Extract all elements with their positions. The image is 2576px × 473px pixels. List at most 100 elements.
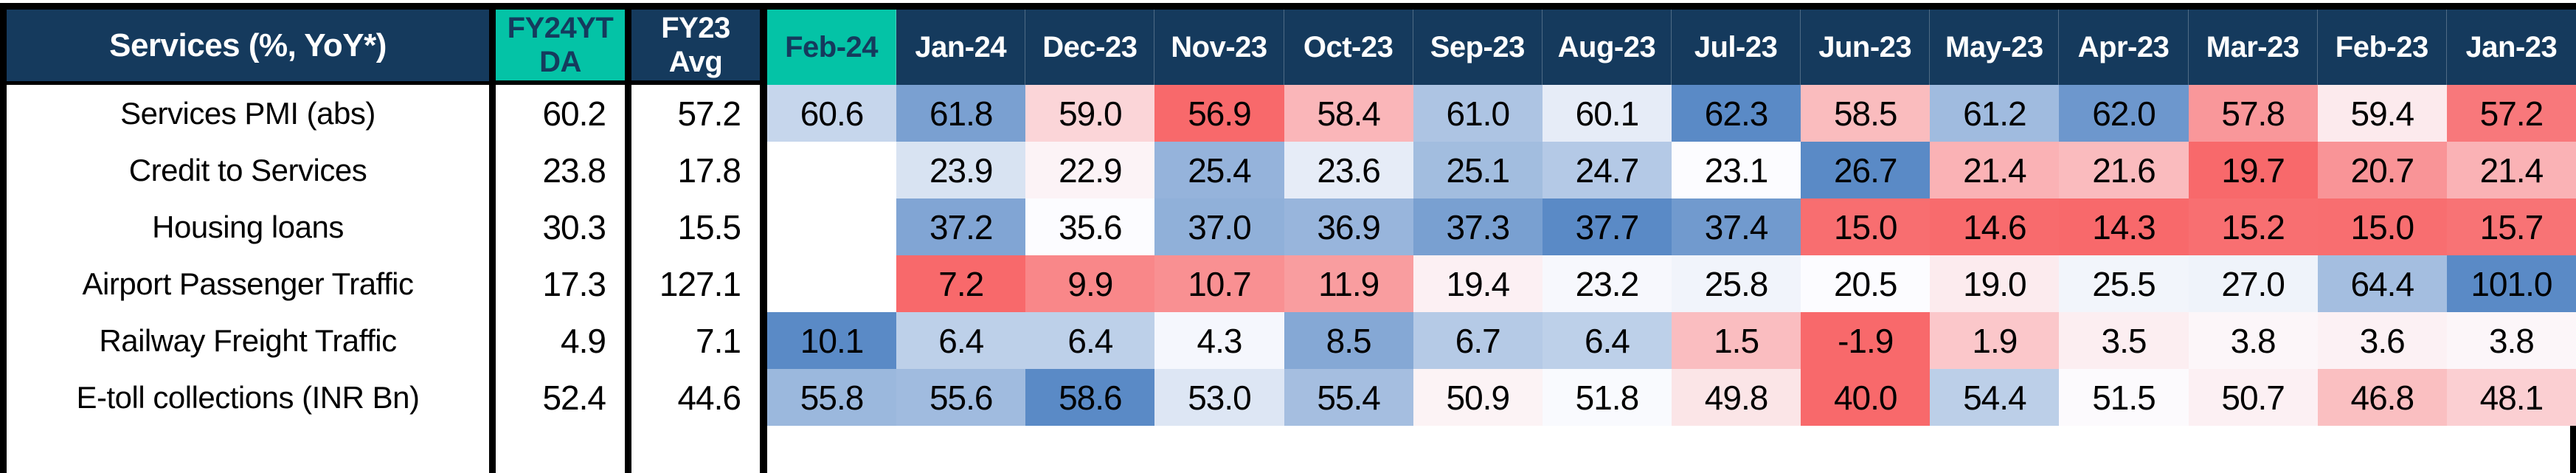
stat-cell-fy23avg: 127.1 xyxy=(631,255,767,312)
border-continuation xyxy=(0,426,496,473)
month-cell: 37.3 xyxy=(1413,198,1543,255)
month-cell: 60.6 xyxy=(767,85,897,142)
col-header-mar-23: Mar-23 xyxy=(2188,10,2318,85)
col-header-sep-23: Sep-23 xyxy=(1413,10,1543,85)
row-label: Services PMI (abs) xyxy=(0,85,496,142)
stat-cell-fy23avg: 57.2 xyxy=(631,85,767,142)
table-grid: Services (%, YoY*) FY24YT DA FY23 Avg Feb-24 J… xyxy=(0,10,2576,473)
month-cell: 24.7 xyxy=(1542,142,1672,198)
month-cell: 49.8 xyxy=(1671,369,1801,426)
month-cell: 35.6 xyxy=(1025,198,1155,255)
col-header-jun-23: Jun-23 xyxy=(1801,10,1931,85)
col-header-jan-24: Jan-24 xyxy=(896,10,1026,85)
month-cell: 3.5 xyxy=(2059,312,2189,369)
month-cell: 10.7 xyxy=(1154,255,1284,312)
border-continuation xyxy=(631,426,767,473)
border-continuation xyxy=(1930,426,2060,473)
month-cell: 51.5 xyxy=(2059,369,2189,426)
month-cell: 62.0 xyxy=(2059,85,2189,142)
border-continuation xyxy=(2188,426,2318,473)
month-cell: 50.7 xyxy=(2188,369,2318,426)
header-line: FY23 xyxy=(661,12,730,44)
month-cell: 6.4 xyxy=(896,312,1026,369)
month-cell: 23.9 xyxy=(896,142,1026,198)
month-cell: 25.1 xyxy=(1413,142,1543,198)
border-continuation xyxy=(1542,426,1672,473)
month-cell: 50.9 xyxy=(1413,369,1543,426)
month-cell: 61.2 xyxy=(1930,85,2060,142)
col-header-feb-24: Feb-24 xyxy=(767,10,897,85)
corner-header-services: Services (%, YoY*) xyxy=(0,10,496,85)
border-continuation xyxy=(1801,426,1931,473)
month-cell: 46.8 xyxy=(2317,369,2447,426)
month-cell: 58.6 xyxy=(1025,369,1155,426)
month-cell: 40.0 xyxy=(1801,369,1931,426)
month-cell: 15.2 xyxy=(2188,198,2318,255)
month-cell: 14.3 xyxy=(2059,198,2189,255)
month-cell: 21.4 xyxy=(2446,142,2576,198)
month-cell: 59.4 xyxy=(2317,85,2447,142)
stat-cell-fy24ytd: 23.8 xyxy=(496,142,631,198)
month-cell: 53.0 xyxy=(1154,369,1284,426)
month-cell xyxy=(767,198,897,255)
month-cell: 22.9 xyxy=(1025,142,1155,198)
header-line: FY24YT xyxy=(507,12,614,44)
month-cell: 60.1 xyxy=(1542,85,1672,142)
border-continuation xyxy=(496,426,631,473)
stat-cell-fy24ytd: 4.9 xyxy=(496,312,631,369)
month-cell: 37.0 xyxy=(1154,198,1284,255)
col-header-fy23avg: FY23 Avg xyxy=(631,10,767,85)
month-cell: 6.4 xyxy=(1542,312,1672,369)
row-label: Airport Passenger Traffic xyxy=(0,255,496,312)
month-cell: 26.7 xyxy=(1801,142,1931,198)
month-cell: 20.7 xyxy=(2317,142,2447,198)
month-cell: 19.4 xyxy=(1413,255,1543,312)
month-cell: 21.4 xyxy=(1930,142,2060,198)
month-cell xyxy=(767,255,897,312)
row-label: Railway Freight Traffic xyxy=(0,312,496,369)
month-cell: 19.7 xyxy=(2188,142,2318,198)
month-cell: 15.7 xyxy=(2446,198,2576,255)
month-cell: 37.7 xyxy=(1542,198,1672,255)
month-cell: 15.0 xyxy=(1801,198,1931,255)
month-cell: 21.6 xyxy=(2059,142,2189,198)
stat-cell-fy24ytd: 60.2 xyxy=(496,85,631,142)
border-continuation xyxy=(896,426,1026,473)
month-cell: 23.1 xyxy=(1671,142,1801,198)
month-cell: 1.9 xyxy=(1930,312,2060,369)
month-cell: 25.5 xyxy=(2059,255,2189,312)
row-label: E-toll collections (INR Bn) xyxy=(0,369,496,426)
month-cell: 58.5 xyxy=(1801,85,1931,142)
col-header-jan-23: Jan-23 xyxy=(2446,10,2576,85)
border-continuation xyxy=(767,426,897,473)
col-header-nov-23: Nov-23 xyxy=(1154,10,1284,85)
col-header-apr-23: Apr-23 xyxy=(2059,10,2189,85)
month-cell: 59.0 xyxy=(1025,85,1155,142)
month-cell: 7.2 xyxy=(896,255,1026,312)
col-header-feb-23: Feb-23 xyxy=(2317,10,2447,85)
month-cell: 55.4 xyxy=(1284,369,1413,426)
border-continuation xyxy=(1025,426,1155,473)
month-cell: 51.8 xyxy=(1542,369,1672,426)
stat-cell-fy23avg: 15.5 xyxy=(631,198,767,255)
header-line: DA xyxy=(539,46,581,78)
month-cell: 55.8 xyxy=(767,369,897,426)
month-cell: 27.0 xyxy=(2188,255,2318,312)
table-top-border xyxy=(0,3,2576,10)
month-cell: -1.9 xyxy=(1801,312,1931,369)
month-cell: 20.5 xyxy=(1801,255,1931,312)
month-cell: 25.4 xyxy=(1154,142,1284,198)
month-cell: 10.1 xyxy=(767,312,897,369)
border-continuation xyxy=(2059,426,2189,473)
month-cell: 4.3 xyxy=(1154,312,1284,369)
stat-cell-fy24ytd: 17.3 xyxy=(496,255,631,312)
month-cell: 8.5 xyxy=(1284,312,1413,369)
month-cell: 25.8 xyxy=(1671,255,1801,312)
month-cell: 19.0 xyxy=(1930,255,2060,312)
col-header-fy24ytd: FY24YT DA xyxy=(496,10,631,85)
border-continuation xyxy=(1671,426,1801,473)
month-cell: 3.8 xyxy=(2188,312,2318,369)
month-cell xyxy=(767,142,897,198)
stat-cell-fy24ytd: 52.4 xyxy=(496,369,631,426)
